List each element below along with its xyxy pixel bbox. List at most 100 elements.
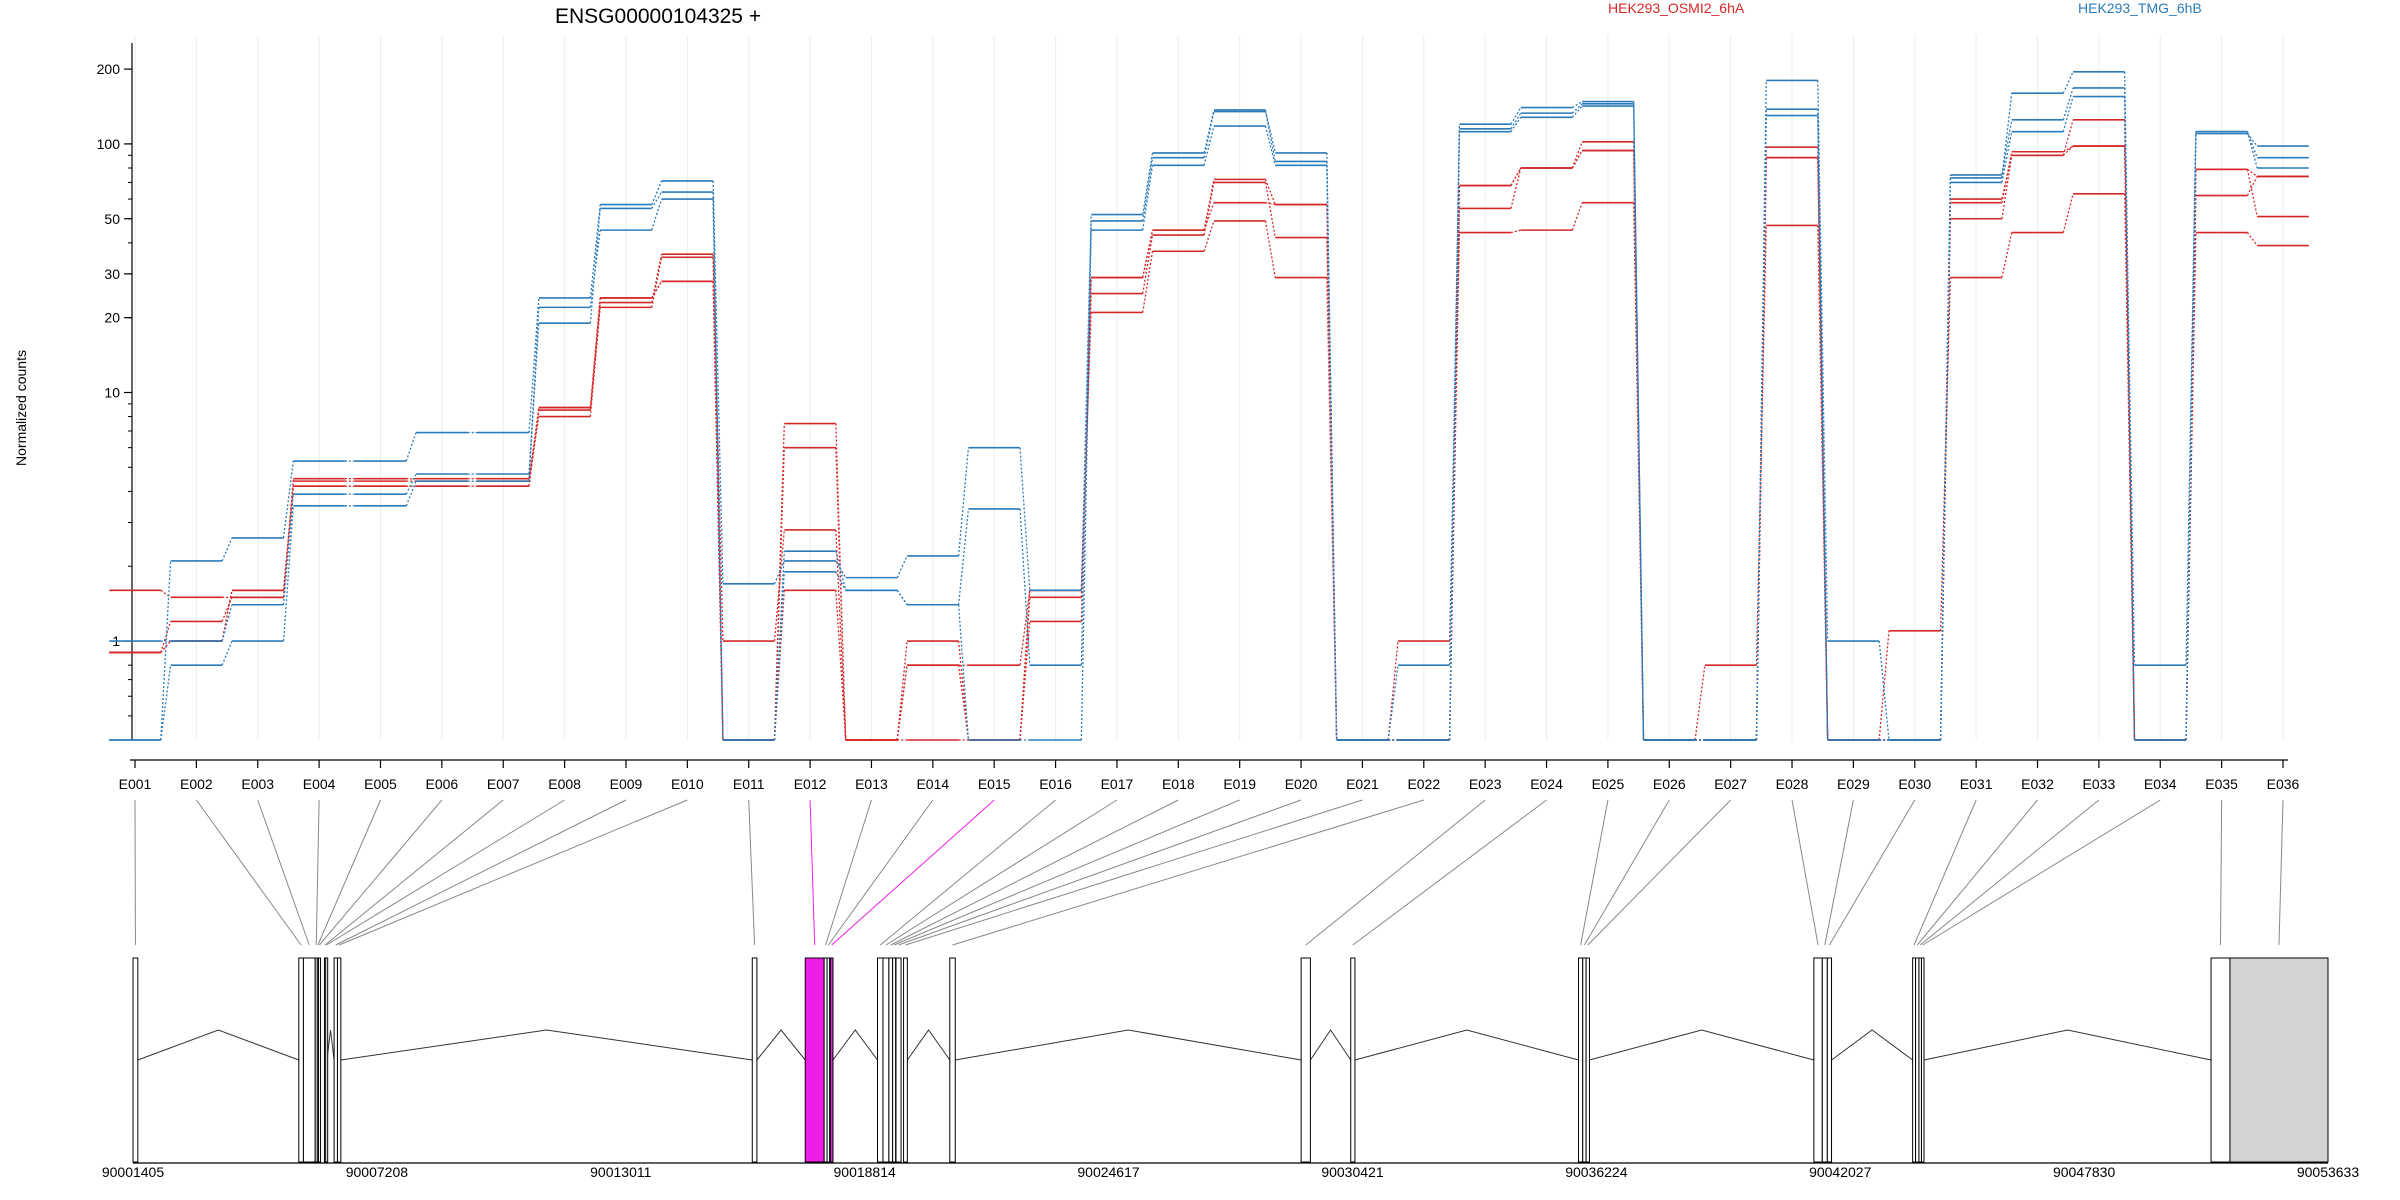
genome-tick-label: 90030421 xyxy=(1321,1164,1384,1180)
exon-connector xyxy=(825,799,872,946)
series-connector xyxy=(589,230,601,308)
legend-entry-tmg: HEK293_TMG_6hB xyxy=(2078,0,2202,16)
exon-connector xyxy=(317,799,381,946)
exon-connector xyxy=(257,799,310,946)
exon-connector xyxy=(1583,799,1670,946)
exon-box xyxy=(903,957,908,1163)
x-tick-label: E006 xyxy=(426,776,459,792)
y-tick-label: 200 xyxy=(97,61,121,77)
exon-connector xyxy=(885,799,1118,946)
intron-line xyxy=(137,1029,299,1061)
series-connector xyxy=(1265,202,1276,206)
series-connector xyxy=(1080,214,1092,591)
series-connector xyxy=(1448,128,1461,666)
series-connector xyxy=(1510,167,1522,209)
series-connector xyxy=(1387,665,1399,741)
series-connector xyxy=(1755,115,1767,741)
exon-connector xyxy=(1824,799,1854,946)
x-tick-label: E034 xyxy=(2144,776,2177,792)
series-connector xyxy=(773,560,785,585)
series-connector xyxy=(1264,179,1276,205)
series-connector xyxy=(1264,111,1276,162)
intron-line xyxy=(1354,1029,1579,1061)
exon-connector xyxy=(315,799,320,946)
genome-tick-label: 90018814 xyxy=(834,1164,897,1180)
series-connector xyxy=(1510,116,1522,133)
genome-tick-label: 90047830 xyxy=(2053,1164,2116,1180)
series-connector xyxy=(1142,234,1154,294)
exon-connector xyxy=(335,799,627,946)
series-connector xyxy=(1019,447,1031,591)
x-tick-label: E014 xyxy=(916,776,949,792)
series-connector xyxy=(2001,119,2013,176)
series-connector xyxy=(282,505,294,642)
exon-box xyxy=(1582,957,1587,1163)
x-tick-label: E035 xyxy=(2205,776,2238,792)
series-connector xyxy=(896,555,908,578)
exon-box xyxy=(826,957,831,1163)
exon-connector xyxy=(1922,799,2161,946)
series-connector xyxy=(2124,96,2136,741)
exon-box xyxy=(132,957,139,1163)
exon-connector xyxy=(748,799,756,946)
exon-box xyxy=(336,957,342,1163)
exon-connector xyxy=(195,799,302,946)
exon-connector xyxy=(1919,799,2100,946)
series-connector xyxy=(651,180,663,205)
exon-box xyxy=(892,957,897,1163)
exon-box xyxy=(2229,957,2329,1163)
x-tick-label: E029 xyxy=(1837,776,1870,792)
intron-line xyxy=(1923,1029,2212,1061)
x-tick-label: E028 xyxy=(1776,776,1809,792)
series-connector xyxy=(2062,71,2074,94)
series-connector xyxy=(1080,230,1092,741)
series-connector xyxy=(528,323,540,475)
x-tick-label: E017 xyxy=(1101,776,1134,792)
series-connector xyxy=(2062,145,2074,153)
series-connector xyxy=(1694,665,1706,741)
x-tick-label: E001 xyxy=(119,776,152,792)
series-connector xyxy=(2246,133,2258,147)
x-tick-label: E021 xyxy=(1346,776,1379,792)
exon-box xyxy=(302,957,316,1163)
series-connector xyxy=(2247,168,2258,177)
intron-line xyxy=(906,1029,951,1061)
exon-box xyxy=(751,957,758,1163)
series-tmg-4 xyxy=(109,71,2309,741)
series-connector xyxy=(712,180,724,584)
x-tick-label: E027 xyxy=(1714,776,1747,792)
exon-connector xyxy=(324,799,504,946)
series-connector xyxy=(528,307,540,482)
genome-tick-label: 90013011 xyxy=(590,1164,651,1180)
exon-box xyxy=(949,957,956,1163)
series-connector xyxy=(957,665,970,741)
intron-line xyxy=(1831,1029,1913,1061)
exon-box xyxy=(888,957,894,1163)
series-connector xyxy=(160,640,172,653)
series-connector xyxy=(221,537,233,562)
exon-box xyxy=(877,957,884,1163)
x-tick-label: E031 xyxy=(1960,776,1993,792)
exon-box xyxy=(1826,957,1833,1163)
series-connector xyxy=(1448,131,1461,741)
exon-box xyxy=(1915,957,1920,1163)
series-connector xyxy=(405,480,417,507)
exon-box xyxy=(2210,957,2231,1163)
series-tmg-5 xyxy=(109,87,2309,741)
series-connector xyxy=(2062,87,2074,121)
y-tick-label: 100 xyxy=(97,136,121,152)
x-tick-label: E002 xyxy=(180,776,213,792)
exon-connector xyxy=(952,799,1424,946)
series-connector xyxy=(1571,141,1583,169)
grid-layer xyxy=(134,35,2284,740)
series-connector xyxy=(2246,232,2258,246)
intron-line xyxy=(1309,1029,1352,1061)
series-connector xyxy=(1939,182,1952,741)
series-connector xyxy=(835,590,847,741)
exon-connector xyxy=(1828,799,1916,946)
gene-model xyxy=(132,957,2329,1163)
exon-connector xyxy=(893,799,1240,946)
series-connector xyxy=(651,281,663,299)
series-connector xyxy=(896,665,908,741)
